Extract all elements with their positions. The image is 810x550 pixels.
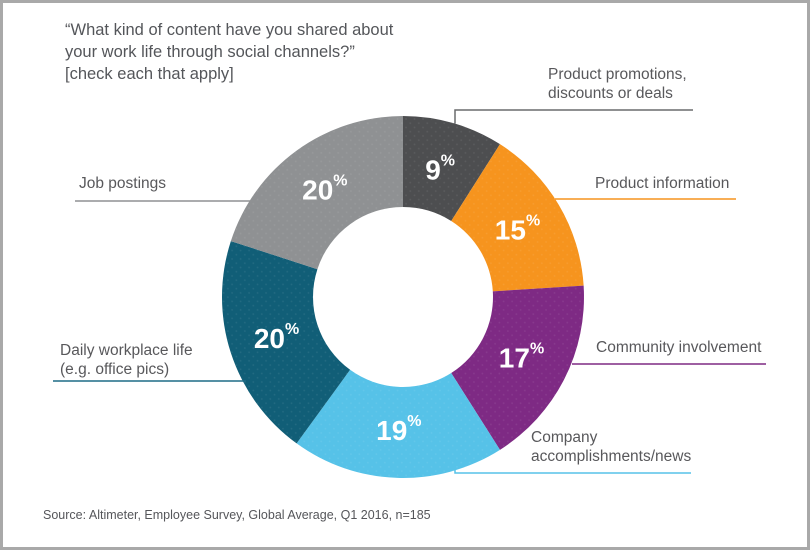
slice-value-label-0: 9%: [425, 152, 455, 185]
chart-title: “What kind of content have you shared ab…: [65, 21, 394, 83]
leader-line-0: [454, 109, 693, 124]
callout-community-involvement: Community involvement: [596, 339, 762, 356]
slice-value-label-3: 19%: [376, 412, 421, 445]
callout-daily-workplace-life: Daily workplace life (e.g. office pics): [60, 342, 193, 378]
callout-company-accomplishments: Company accomplishments/news: [531, 429, 692, 465]
callout-product-promotions: Product promotions, discounts or deals: [548, 66, 687, 102]
source-note: Source: Altimeter, Employee Survey, Glob…: [43, 508, 431, 522]
donut-chart: 9% 15% 17% 19% 20% 20%: [53, 109, 766, 479]
callout-product-information: Product information: [595, 175, 730, 192]
callout-job-postings: Job postings: [79, 175, 167, 192]
slice-value-label-1: 15%: [495, 212, 540, 245]
leader-line-3: [454, 453, 691, 474]
slice-value-label-5: 20%: [302, 172, 347, 205]
slice-value-label-4: 20%: [254, 321, 299, 354]
slice-value-label-2: 17%: [499, 340, 544, 373]
